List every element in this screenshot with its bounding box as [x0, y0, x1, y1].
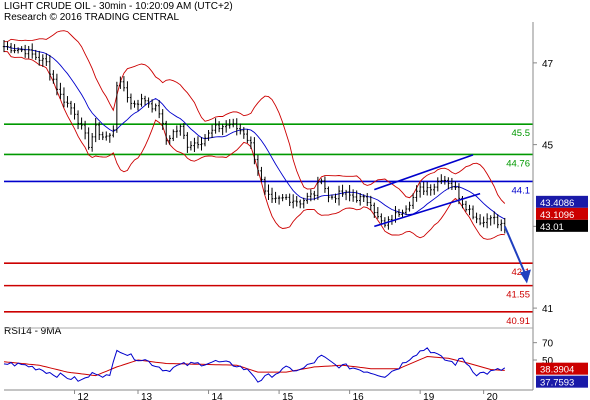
level-label-41.55: 41.55	[506, 290, 530, 301]
price-box	[536, 195, 588, 208]
x-tick-label: 12	[78, 392, 90, 400]
level-label-44.1: 44.1	[512, 185, 531, 196]
price-box-label: 43.01	[540, 222, 564, 233]
rsi-line	[3, 347, 506, 383]
level-label-45.5: 45.5	[512, 128, 531, 139]
chart-title: LIGHT CRUDE OIL - 30min - 10:20:09 AM (U…	[4, 1, 233, 12]
rsi-value-box	[536, 362, 588, 375]
bollinger-upper	[3, 30, 506, 204]
x-tick-label: 16	[353, 392, 365, 400]
y-tick-label: 47	[542, 59, 554, 70]
x-tick-label: 19	[423, 392, 435, 400]
moving-average	[3, 46, 506, 220]
rsi-tick-label: 50	[542, 356, 554, 367]
x-tick-label: 14	[212, 392, 224, 400]
level-label-40.91: 40.91	[506, 316, 530, 327]
y-tick-label: 41	[542, 304, 554, 315]
y-tick-label: 45	[542, 141, 554, 152]
price-box-label: 43.1096	[540, 210, 574, 221]
axes: 474543411213141516192043.408643.109643.0…	[4, 22, 588, 400]
price-box-label: 43.4086	[540, 198, 574, 209]
rsi-plot-area: RSI14 - 9MA	[3, 326, 506, 383]
level-label-44.76: 44.76	[506, 158, 530, 169]
channel-upper	[374, 154, 474, 191]
rsi-value-box	[536, 375, 588, 388]
rsi-tick-label: 70	[542, 339, 554, 350]
rsi-value-box-label: 37.7593	[540, 378, 574, 389]
channel-lower	[374, 192, 481, 228]
rsi-title: RSI14 - 9MA	[4, 326, 62, 337]
chart-copyright: Research © 2016 TRADING CENTRAL	[4, 12, 180, 23]
projection-arrowhead	[519, 269, 531, 284]
x-tick-label: 15	[282, 392, 294, 400]
price-box	[536, 207, 588, 220]
rsi-value-box-label: 38.3904	[540, 365, 574, 376]
x-tick-label: 13	[141, 392, 153, 400]
x-tick-label: 20	[487, 392, 499, 400]
projection-arrow	[503, 225, 527, 276]
rsi-ma-line	[3, 355, 505, 377]
price-box	[536, 219, 588, 232]
